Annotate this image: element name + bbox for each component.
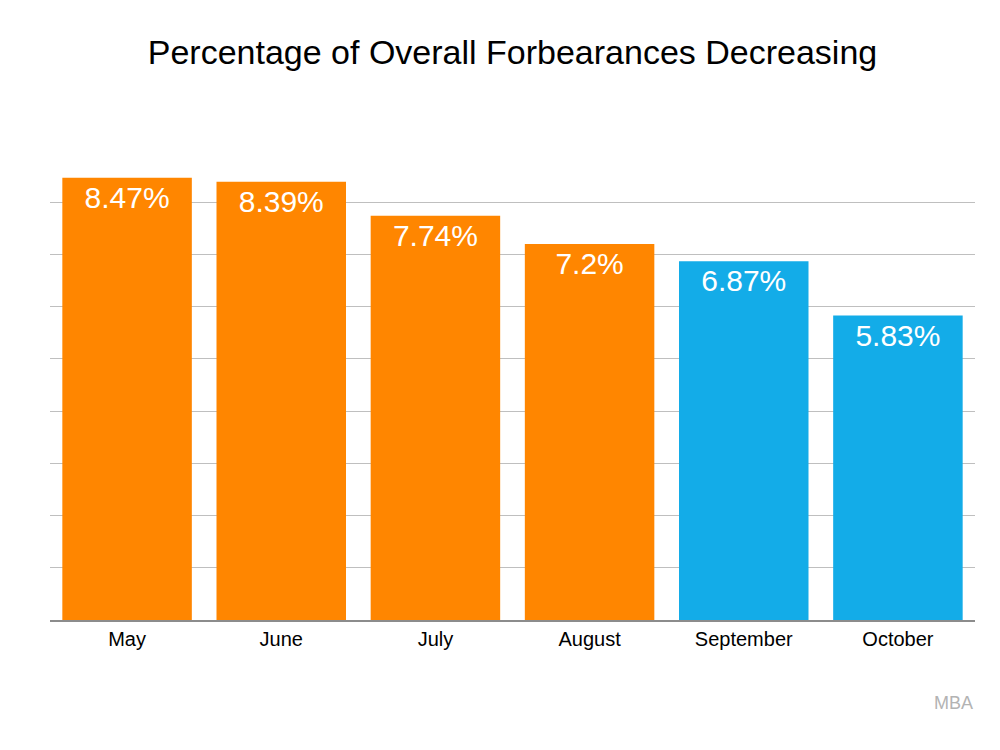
svg-text:May: May <box>108 628 146 650</box>
svg-text:June: June <box>260 628 303 650</box>
svg-text:6.87%: 6.87% <box>701 264 786 297</box>
svg-text:October: October <box>862 628 933 650</box>
svg-text:7.74%: 7.74% <box>393 219 478 252</box>
svg-text:September: September <box>695 628 793 650</box>
svg-text:5.83%: 5.83% <box>855 319 940 352</box>
svg-text:July: July <box>418 628 454 650</box>
svg-text:8.39%: 8.39% <box>239 185 324 218</box>
svg-text:Percentage of Overall Forbeara: Percentage of Overall Forbearances Decre… <box>148 33 878 71</box>
svg-text:August: August <box>558 628 621 650</box>
svg-text:8.47%: 8.47% <box>85 181 170 214</box>
svg-text:7.2%: 7.2% <box>555 247 623 280</box>
svg-text:MBA: MBA <box>934 693 973 713</box>
